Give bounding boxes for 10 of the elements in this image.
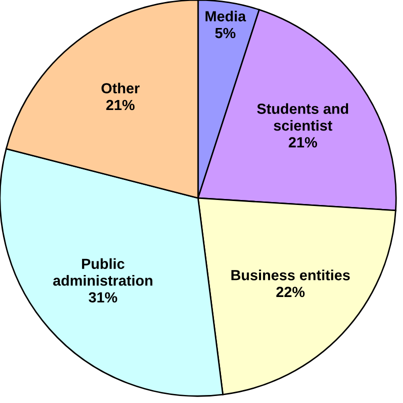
slice-label: Students and scientist	[257, 103, 348, 131]
slice-label: Media	[206, 10, 246, 22]
data-label: 31%	[88, 292, 118, 303]
data-label: 21%	[288, 137, 318, 148]
slice-label: Public administration	[53, 258, 152, 286]
data-label: 22%	[276, 286, 305, 298]
slice-label: Other	[102, 82, 140, 94]
data-label: 5%	[215, 28, 236, 38]
data-label: 21%	[106, 100, 135, 110]
slice-label: Business entities	[231, 270, 350, 280]
